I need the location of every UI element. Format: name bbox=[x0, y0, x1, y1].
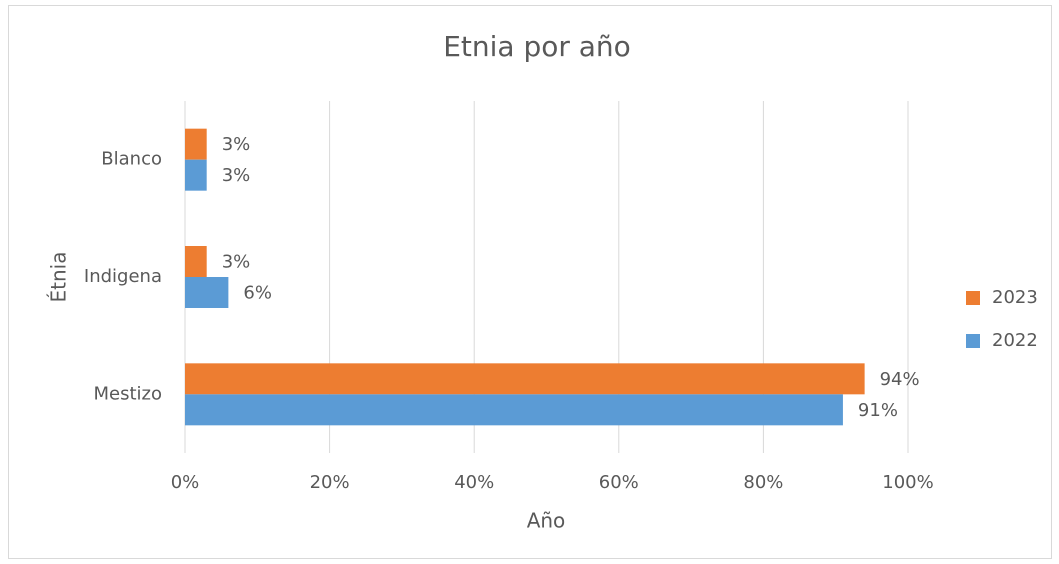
x-tick-label: 20% bbox=[310, 472, 350, 493]
x-tick-label: 40% bbox=[454, 472, 494, 493]
x-tick-label: 0% bbox=[171, 472, 200, 493]
chart-title: Etnia por año bbox=[443, 30, 631, 63]
bar bbox=[185, 394, 843, 426]
chart-border bbox=[8, 5, 1052, 559]
y-tick-label: Blanco bbox=[101, 149, 162, 170]
legend-swatch bbox=[966, 291, 980, 305]
x-axis-label: Año bbox=[527, 509, 566, 533]
data-label: 6% bbox=[243, 283, 272, 304]
data-label: 94% bbox=[880, 369, 920, 390]
legend-swatch bbox=[966, 334, 980, 348]
data-label: 3% bbox=[222, 165, 251, 186]
bar bbox=[185, 128, 207, 160]
y-axis-label: Étnia bbox=[47, 252, 71, 303]
bar bbox=[185, 159, 207, 191]
x-tick-label: 60% bbox=[599, 472, 639, 493]
x-tick-label: 80% bbox=[743, 472, 783, 493]
bar bbox=[185, 277, 229, 308]
data-label: 3% bbox=[222, 134, 251, 155]
x-tick-label: 100% bbox=[882, 472, 933, 493]
bar bbox=[185, 246, 207, 277]
bar bbox=[185, 363, 865, 395]
legend-label: 2022 bbox=[992, 330, 1038, 351]
y-tick-label: Indigena bbox=[84, 266, 162, 287]
data-label: 91% bbox=[858, 400, 898, 421]
data-label: 3% bbox=[222, 252, 251, 273]
legend-label: 2023 bbox=[992, 287, 1038, 308]
y-tick-label: Mestizo bbox=[93, 383, 162, 404]
